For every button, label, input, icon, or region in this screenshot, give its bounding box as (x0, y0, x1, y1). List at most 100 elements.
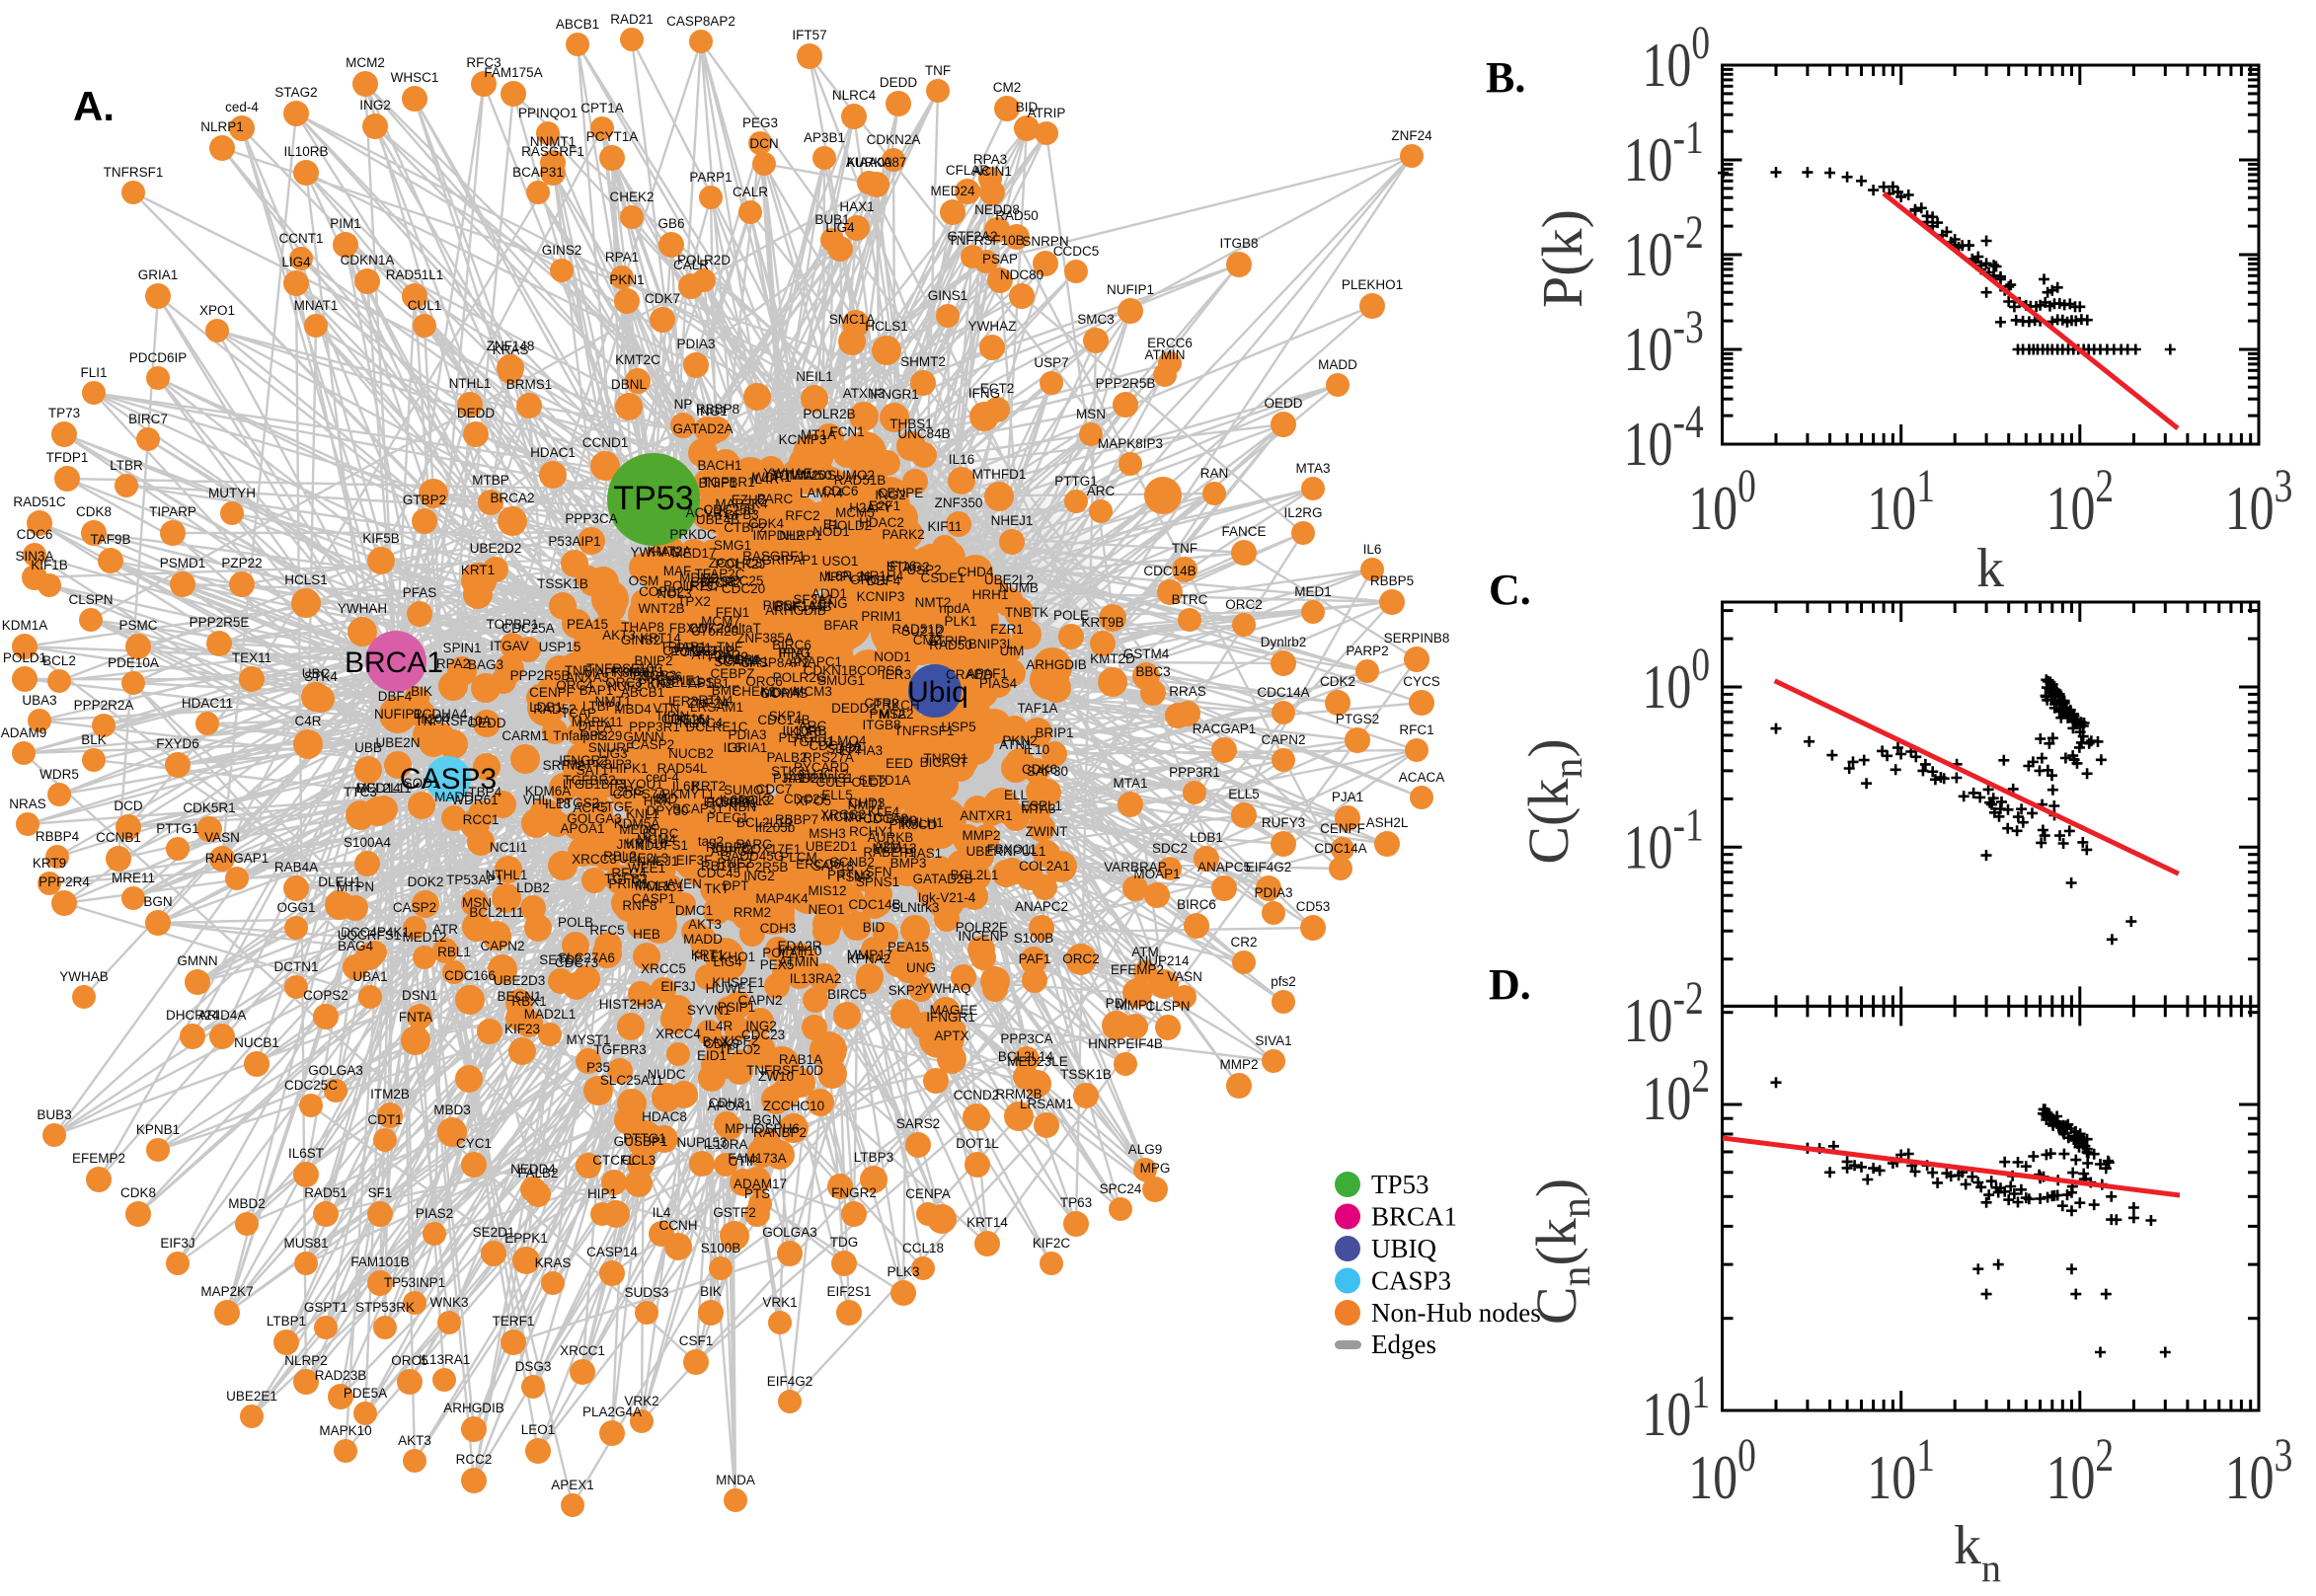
svg-text:NTHL1: NTHL1 (486, 868, 528, 882)
svg-text:INCENP: INCENP (958, 929, 1008, 944)
svg-text:CDC14A: CDC14A (1314, 841, 1366, 856)
svg-text:TP63: TP63 (1060, 1195, 1092, 1210)
svg-text:PTS: PTS (744, 1186, 770, 1201)
svg-text:GATAD2A: GATAD2A (672, 421, 733, 436)
svg-text:MIS12: MIS12 (808, 883, 846, 898)
svg-text:ING1: ING1 (696, 404, 728, 418)
svg-text:PTTG1: PTTG1 (156, 821, 199, 836)
svg-text:CDC25A: CDC25A (502, 621, 554, 636)
svg-text:PEG3: PEG3 (742, 115, 778, 130)
svg-text:CCNT1: CCNT1 (278, 231, 323, 246)
svg-text:ATMIN: ATMIN (1145, 347, 1186, 362)
svg-text:VRK1: VRK1 (762, 1295, 797, 1310)
svg-text:ATMIN: ATMIN (779, 954, 819, 969)
svg-text:EPPK1: EPPK1 (504, 1231, 548, 1246)
svg-text:STP53RK: STP53RK (355, 1300, 415, 1315)
svg-text:CSF1: CSF1 (679, 1333, 714, 1348)
svg-text:P53AIP1: P53AIP1 (548, 534, 600, 549)
svg-text:KIF23: KIF23 (504, 1022, 540, 1036)
svg-text:TSSK1B: TSSK1B (1060, 1067, 1112, 1082)
svg-text:RAD51: RAD51 (304, 1185, 347, 1200)
svg-text:BACH1: BACH1 (697, 458, 741, 473)
svg-text:E1: E1 (823, 517, 840, 532)
svg-text:HIPK1: HIPK1 (609, 761, 648, 776)
svg-text:S100B: S100B (1014, 931, 1054, 946)
svg-text:ced-4: ced-4 (225, 100, 259, 114)
svg-text:2: 2 (2095, 461, 2114, 512)
svg-text:SKP2: SKP2 (888, 983, 923, 998)
svg-text:MAP2K7: MAP2K7 (200, 1284, 253, 1299)
svg-text:10: 10 (1688, 474, 1737, 543)
svg-text:NEIL1: NEIL1 (796, 369, 833, 384)
svg-text:CHEK2: CHEK2 (609, 190, 654, 204)
svg-text:XRCC5: XRCC5 (641, 961, 686, 976)
svg-text:PDIA3: PDIA3 (1254, 885, 1292, 900)
svg-text:FAM173A: FAM173A (728, 1151, 786, 1166)
svg-text:RFC2: RFC2 (785, 508, 819, 523)
svg-text:ATRIP: ATRIP (1028, 106, 1066, 120)
svg-text:RBBP4: RBBP4 (36, 829, 80, 844)
svg-text:ADAM9: ADAM9 (1, 725, 47, 740)
svg-text:KRT9: KRT9 (33, 856, 66, 871)
svg-text:CARM1: CARM1 (502, 728, 548, 743)
svg-text:CENPA: CENPA (905, 1186, 951, 1201)
svg-text:10: 10 (1642, 652, 1691, 722)
svg-text:EIF3J: EIF3J (160, 1236, 194, 1251)
svg-text:MCM2: MCM2 (346, 55, 385, 70)
svg-text:BIRC7: BIRC7 (128, 412, 168, 426)
svg-text:GMNN: GMNN (177, 953, 217, 968)
svg-text:UBE2D3: UBE2D3 (494, 973, 546, 988)
svg-text:AKT3: AKT3 (398, 1433, 431, 1448)
svg-text:MED1: MED1 (1294, 584, 1332, 599)
svg-text:TNF: TNF (925, 63, 951, 78)
svg-text:RFC1: RFC1 (1399, 722, 1433, 737)
svg-text:10: 10 (1867, 1443, 1916, 1512)
svg-text:NHEJ1: NHEJ1 (991, 513, 1034, 528)
svg-text:CYC1: CYC1 (456, 1136, 492, 1151)
svg-text:GSPT1: GSPT1 (304, 1300, 347, 1315)
svg-text:DCTN1: DCTN1 (273, 959, 318, 974)
svg-text:2: 2 (1691, 1051, 1710, 1102)
svg-text:DBF4: DBF4 (378, 689, 413, 704)
svg-text:NC1I1: NC1I1 (490, 840, 527, 855)
svg-text:IFT57: IFT57 (792, 28, 826, 42)
svg-text:ACP5: ACP5 (573, 800, 607, 815)
svg-text:TOMM20: TOMM20 (771, 468, 826, 483)
svg-text:MAPK10: MAPK10 (319, 1423, 371, 1438)
svg-text:CDC14A: CDC14A (809, 738, 861, 753)
svg-text:ATN1: ATN1 (999, 737, 1033, 752)
svg-text:MOAP1: MOAP1 (1133, 867, 1180, 881)
svg-text:RPA1: RPA1 (605, 250, 639, 265)
svg-text:H2AFY: H2AFY (849, 500, 892, 515)
svg-text:EZH2: EZH2 (732, 493, 766, 507)
svg-text:HUWE1: HUWE1 (706, 981, 754, 996)
svg-text:LTBP1: LTBP1 (267, 1314, 306, 1329)
svg-text:0: 0 (1737, 461, 1756, 512)
svg-text:PPP3CA: PPP3CA (1000, 1031, 1052, 1046)
svg-text:BIK: BIK (411, 684, 432, 699)
svg-text:NUFIP1: NUFIP1 (374, 707, 422, 722)
svg-text:UNG: UNG (906, 960, 936, 975)
svg-text:B.: B. (1486, 53, 1525, 102)
svg-text:TNF: TNF (565, 663, 590, 678)
svg-text:PSMD1: PSMD1 (160, 556, 206, 570)
svg-text:SARS2: SARS2 (896, 1116, 940, 1131)
svg-text:SERPINB8: SERPINB8 (1384, 631, 1450, 646)
svg-text:TP73: TP73 (48, 406, 80, 420)
svg-text:BBC3: BBC3 (1135, 664, 1170, 679)
svg-text:DOT1L: DOT1L (956, 1136, 999, 1151)
svg-text:BFAR: BFAR (823, 618, 859, 633)
svg-text:PFAS: PFAS (403, 585, 437, 600)
svg-text:ITGB8: ITGB8 (862, 718, 900, 732)
svg-text:-3: -3 (1673, 302, 1704, 353)
svg-text:NNMT1: NNMT1 (530, 134, 577, 149)
svg-text:DFFA: DFFA (579, 719, 613, 733)
svg-text:ASH2L: ASH2L (1366, 815, 1409, 830)
svg-text:RAD21: RAD21 (610, 12, 654, 27)
svg-text:CDK7: CDK7 (645, 291, 680, 306)
svg-text:HIST2H3A: HIST2H3A (599, 997, 663, 1012)
svg-text:KIF5B: KIF5B (362, 531, 400, 546)
svg-text:10: 10 (1642, 1064, 1691, 1133)
svg-text:ZNF24: ZNF24 (687, 696, 729, 711)
svg-text:TGFBR1: TGFBR1 (702, 475, 754, 490)
